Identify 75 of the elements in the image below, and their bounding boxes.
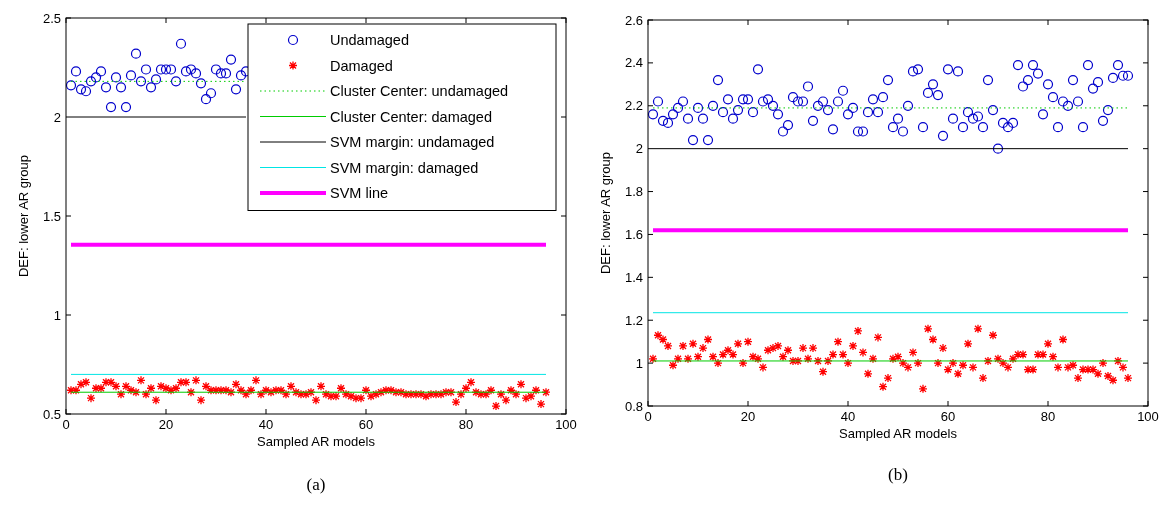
x-axis-title: Sampled AR models <box>257 434 376 449</box>
point <box>125 70 137 81</box>
y-tick-label: 1.6 <box>624 226 643 242</box>
point <box>85 76 97 87</box>
point <box>225 54 237 65</box>
legend-label: SVM margin: damaged <box>330 159 479 176</box>
y-tick-label: 1.5 <box>42 208 61 224</box>
point <box>175 38 187 49</box>
x-axis-title: Sampled AR models <box>839 426 958 441</box>
point <box>230 84 242 95</box>
point <box>210 64 222 75</box>
point <box>185 64 197 75</box>
y-tick-label: 2.6 <box>624 12 643 28</box>
x-tick-label: 0 <box>62 417 70 432</box>
point <box>195 78 207 89</box>
y-tick-label: 2.4 <box>624 55 643 71</box>
point <box>170 76 182 87</box>
x-tick-label: 80 <box>1040 409 1056 424</box>
point <box>200 94 212 105</box>
y-tick-label: 1.8 <box>624 184 643 200</box>
point <box>235 70 247 81</box>
point <box>165 64 177 75</box>
y-tick-label: 2.2 <box>624 98 643 114</box>
point <box>140 64 152 75</box>
x-tick-label: 80 <box>458 417 474 432</box>
x-tick-label: 20 <box>158 417 174 432</box>
y-tick-label: 0.8 <box>624 398 643 414</box>
x-tick-label: 60 <box>940 409 956 424</box>
point <box>120 102 132 113</box>
x-tick-label: 60 <box>358 417 374 432</box>
point <box>95 66 107 77</box>
point <box>75 84 87 95</box>
x-tick-label: 100 <box>1137 409 1159 424</box>
point <box>130 48 142 59</box>
point <box>70 66 82 77</box>
point <box>160 64 172 75</box>
y-tick-label: 1 <box>53 307 61 323</box>
y-axis-title: DEF: lower AR group <box>598 151 613 275</box>
y-tick-label: 1.4 <box>624 269 643 285</box>
text: (b) <box>888 465 908 484</box>
y-tick-label: 2 <box>53 109 61 125</box>
point <box>180 66 192 77</box>
x-tick-label: 40 <box>258 417 274 432</box>
x-tick-label: 0 <box>644 409 652 424</box>
point <box>215 68 227 79</box>
point <box>80 86 92 97</box>
legend-label: Cluster Center: undamaged <box>330 83 509 100</box>
y-tick-label: 2.5 <box>42 10 61 26</box>
legend-label: Damaged <box>330 57 393 74</box>
legend-label: Cluster Center: damaged <box>330 108 492 125</box>
text: (a) <box>306 475 326 494</box>
point <box>100 82 112 93</box>
y-tick-label: 0.5 <box>42 406 61 422</box>
point <box>190 68 202 79</box>
point <box>155 64 167 75</box>
legend-label: SVM margin: undamaged <box>330 134 495 151</box>
point <box>90 72 102 83</box>
point <box>135 76 147 87</box>
point <box>150 74 162 85</box>
legend-label: Undamaged <box>330 32 409 49</box>
legend-label: SVM line <box>330 185 389 202</box>
point <box>205 88 217 99</box>
y-tick-label: 1.2 <box>624 312 643 328</box>
point <box>145 82 157 93</box>
y-tick-label: 2 <box>635 141 643 157</box>
y-tick-label: 1 <box>635 355 643 371</box>
x-tick-label: 100 <box>555 417 577 432</box>
x-tick-label: 40 <box>840 409 856 424</box>
point <box>105 102 117 113</box>
point <box>110 72 122 83</box>
y-axis-title: DEF: lower AR group <box>16 154 31 278</box>
x-tick-label: 20 <box>740 409 756 424</box>
point <box>65 80 77 91</box>
point <box>220 68 232 79</box>
point <box>115 82 127 93</box>
